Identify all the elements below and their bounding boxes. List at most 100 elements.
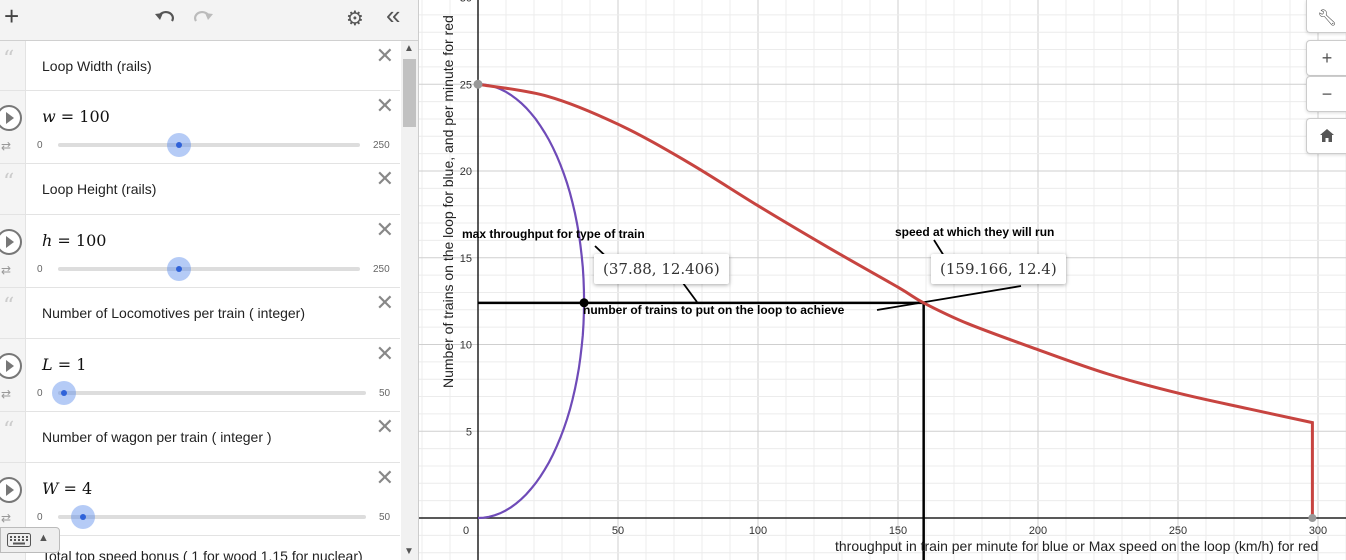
slider-max[interactable]: 250 [373,140,390,151]
delete-icon[interactable]: ✕ [375,93,394,118]
loop-icon[interactable]: ⇄ [1,387,12,401]
expression-list: “ Loop Width (rails) ✕ ⇄ w = 100 0 250 ✕… [0,41,400,560]
slider-w[interactable]: ⇄ w = 100 0 250 ✕ [0,91,400,164]
slider-track[interactable] [58,133,360,157]
x-axis-label: throughput in train per minute for blue … [835,538,1318,554]
delete-icon[interactable]: ✕ [375,166,394,191]
x-tick-label: 150 [889,525,907,537]
gear-icon[interactable]: ⚙ [346,8,364,30]
equation[interactable]: h = 100 [42,231,107,250]
y-tick-label: 30 [460,0,472,5]
wrench-button[interactable]: 🔧︎ [1306,0,1346,33]
point-label-blue[interactable]: (37.88, 12.406) [594,254,729,284]
note-text: Number of wagon per train ( integer ) [42,429,272,445]
slider-track[interactable] [58,505,366,529]
equation[interactable]: W = 4 [42,479,93,498]
x-tick-label: 300 [1309,525,1327,537]
loop-icon[interactable]: ⇄ [1,263,12,277]
slider-W[interactable]: ⇄ W = 4 0 50 ✕ [0,463,400,536]
graph-canvas[interactable]: 0 50 100 150 200 250 300 5 10 15 20 25 30 Number of … [419,0,1346,560]
scroll-up-icon[interactable]: ▲ [404,43,414,54]
plus-icon: + [1321,48,1333,68]
y-tick-label: 25 [460,79,472,91]
note-loop-height[interactable]: “ Loop Height (rails) ✕ [0,164,400,215]
point-blue [579,298,589,308]
x-tick-label: 0 [463,525,469,537]
note-wagons[interactable]: “ Number of wagon per train ( integer ) … [0,412,400,463]
caret-up-icon: ▲ [38,532,49,544]
delete-icon[interactable]: ✕ [375,43,394,68]
slider-min[interactable]: 0 [37,512,43,523]
slider-h[interactable]: ⇄ h = 100 0 250 ✕ [0,215,400,288]
x-tick-label: 200 [1029,525,1047,537]
wrench-icon: 🔧︎ [1316,10,1338,27]
play-icon[interactable] [0,105,22,131]
point-label-red[interactable]: (159.166, 12.4) [931,254,1066,284]
note-text: Total top speed bonus ( 1 for wood 1.15 … [42,548,363,560]
zoom-in-button[interactable]: + [1306,40,1346,76]
note-quote-icon: “ [3,294,15,319]
play-icon[interactable] [0,477,22,503]
slider-max[interactable]: 250 [373,264,390,275]
loop-icon[interactable]: ⇄ [1,139,12,153]
slider-max[interactable]: 50 [379,512,391,523]
series-red-curve [477,82,1314,518]
point-end [1308,514,1317,522]
scroll-down-icon[interactable]: ▼ [404,546,414,557]
equation[interactable]: w = 100 [42,107,110,126]
y-tick-label: 20 [460,166,472,178]
note-text: Number of Locomotives per train ( intege… [42,305,305,321]
delete-icon[interactable]: ✕ [375,217,394,242]
slider-handle[interactable] [52,381,77,405]
note-quote-icon: “ [3,47,15,72]
y-tick-label: 5 [466,426,472,438]
note-quote-icon: “ [3,418,15,443]
plus-icon[interactable]: + [4,1,20,31]
play-icon[interactable] [0,353,22,379]
slider-min[interactable]: 0 [37,140,43,151]
keyboard-toggle[interactable]: ▲ [0,527,60,553]
home-icon [1320,129,1334,142]
x-tick-label: 100 [749,525,767,537]
note-quote-icon: “ [3,170,15,195]
slider-min[interactable]: 0 [37,388,43,399]
delete-icon[interactable]: ✕ [375,341,394,366]
slider-handle[interactable] [166,133,191,157]
graph-area[interactable]: 0 50 100 150 200 250 300 5 10 15 20 25 30 Number of … [419,0,1346,560]
expression-toolbar: + ⚙ « [0,0,418,41]
equation[interactable]: L = 1 [42,355,87,374]
minus-icon: − [1321,84,1333,104]
delete-icon[interactable]: ✕ [375,414,394,439]
slider-track[interactable] [58,257,360,281]
note-locomotives[interactable]: “ Number of Locomotives per train ( inte… [0,288,400,339]
zoom-out-button[interactable]: − [1306,76,1346,112]
scrollbar-thumb[interactable] [403,59,416,127]
play-icon[interactable] [0,229,22,255]
note-loop-width[interactable]: “ Loop Width (rails) ✕ [0,41,400,91]
annotation-speed: speed at which they will run [895,225,1055,239]
note-text: Loop Height (rails) [42,181,157,197]
point-start [473,79,483,89]
slider-handle[interactable] [70,505,95,529]
note-speed-bonus[interactable]: Total top speed bonus ( 1 for wood 1.15 … [0,536,400,560]
x-tick-label: 250 [1169,525,1187,537]
delete-icon[interactable]: ✕ [375,465,394,490]
slider-track[interactable] [52,381,366,405]
redo-icon[interactable] [192,9,214,27]
double-chevron-left-icon[interactable]: « [386,0,401,30]
y-tick-label: 15 [460,253,472,265]
annotation-num-trains: number of trains to put on the loop to a… [583,303,845,317]
slider-min[interactable]: 0 [37,264,43,275]
undo-icon[interactable] [154,9,176,27]
slider-max[interactable]: 50 [379,388,391,399]
pointer-line [682,282,698,303]
pointer-line [876,285,1022,311]
annotation-max-throughput: max throughput for type of train [462,227,645,241]
slider-handle[interactable] [166,257,191,281]
expression-scrollbar[interactable]: ▲ ▼ [401,41,418,560]
series-blue-curve [477,83,586,520]
loop-icon[interactable]: ⇄ [1,511,12,525]
delete-icon[interactable]: ✕ [375,290,394,315]
slider-L[interactable]: ⇄ L = 1 0 50 ✕ [0,339,400,412]
home-button[interactable] [1306,118,1346,154]
